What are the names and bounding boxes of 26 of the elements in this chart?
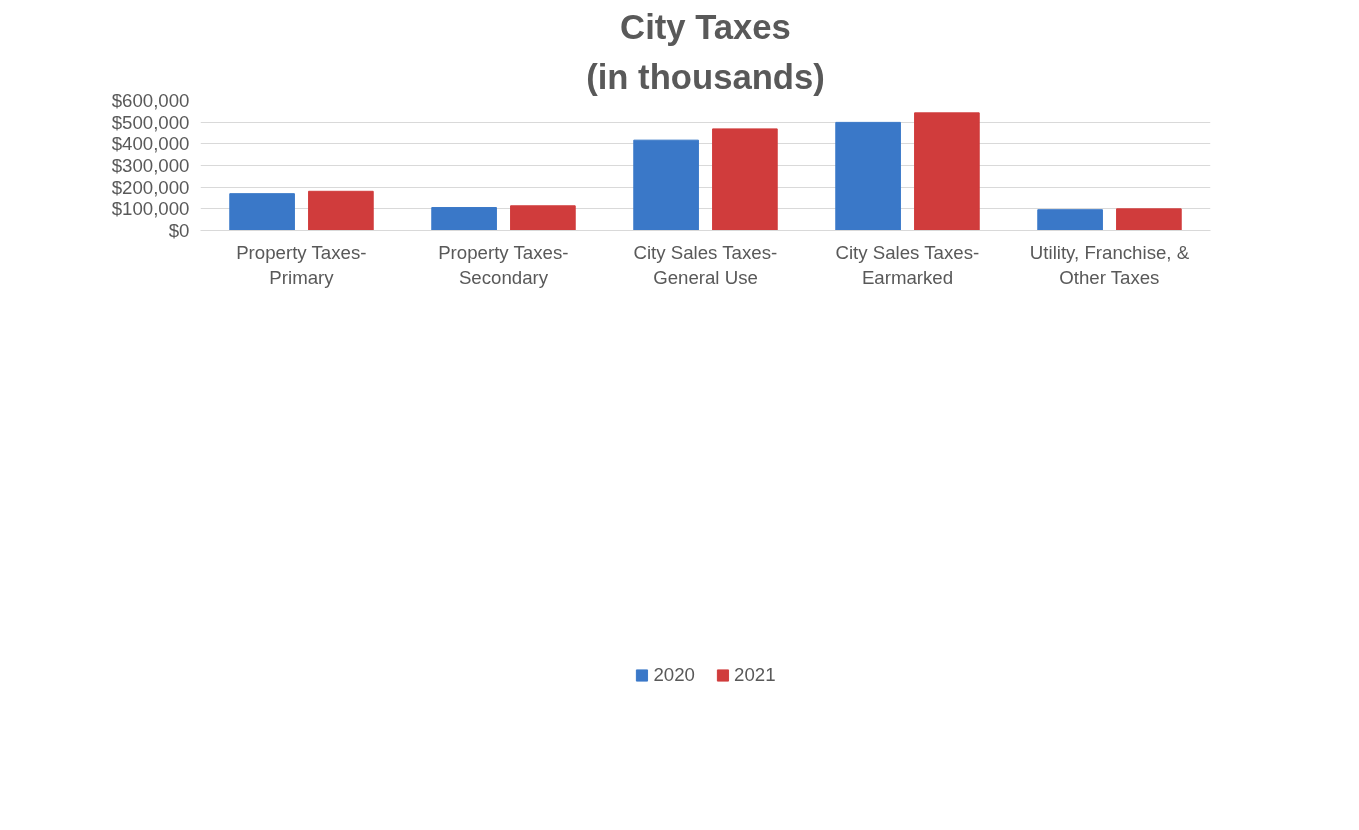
- y-tick-label: $0: [168, 220, 190, 241]
- bar: [1037, 209, 1103, 231]
- bar: [1116, 208, 1182, 231]
- bar: [633, 139, 699, 231]
- bar: [431, 207, 497, 231]
- bar: [308, 190, 374, 231]
- y-tick-label: $400,000: [111, 133, 190, 155]
- bar: [510, 205, 576, 231]
- chart-title: City Taxes: [620, 7, 791, 46]
- bar: [835, 121, 901, 231]
- bar: [914, 112, 980, 231]
- x-tick-label: Utility, Franchise, & Other Taxes: [1029, 241, 1190, 288]
- y-tick-label: $500,000: [111, 111, 190, 133]
- bar: [229, 193, 295, 231]
- x-tick-label: City Sales Taxes- General Use: [633, 241, 778, 288]
- legend-label: 2020: [653, 663, 695, 686]
- bar: [712, 128, 778, 231]
- y-tick-label: $200,000: [111, 176, 190, 198]
- y-tick-label: $100,000: [111, 198, 190, 220]
- y-tick-label: $300,000: [111, 155, 190, 176]
- x-tick-label: City Sales Taxes- Earmarked: [835, 241, 980, 288]
- y-tick-label: $600,000: [111, 90, 190, 111]
- legend-label: 2021: [734, 663, 776, 686]
- x-tick-label: Property Taxes- Primary: [236, 241, 367, 288]
- x-tick-label: Property Taxes- Secondary: [438, 241, 569, 288]
- chart-subtitle: (in thousands): [586, 57, 825, 96]
